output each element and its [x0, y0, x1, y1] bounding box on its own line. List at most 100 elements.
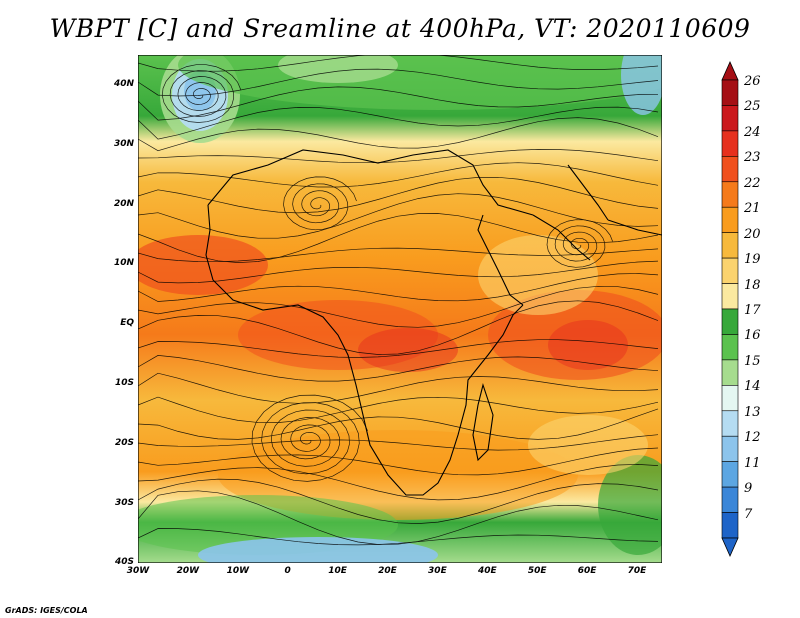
streamline [137, 117, 659, 152]
streamline [283, 176, 357, 231]
colorbar-cell [721, 156, 739, 183]
streamline [251, 394, 368, 482]
colorbar-cell [721, 334, 739, 361]
coastline [532, 214, 591, 261]
streamline [137, 447, 659, 476]
streamline [137, 372, 659, 404]
lon-label: 20W [176, 566, 200, 576]
streamline [137, 68, 659, 97]
colorbar-cell [721, 283, 739, 310]
colorbar-level: 15 [744, 353, 761, 369]
streamline [137, 149, 659, 164]
wbpt-region [548, 320, 628, 370]
streamline [137, 260, 659, 284]
coastline [477, 214, 524, 306]
wbpt-region [528, 415, 648, 475]
colorbar-level: 13 [744, 404, 761, 420]
colorbar-level: 26 [744, 74, 761, 89]
lon-label: 60E [577, 566, 597, 576]
colorbar-cell [721, 206, 739, 233]
chart-title: WBPT [C] and Sreamline at 400hPa, VT: 20… [49, 14, 751, 43]
streamline [546, 219, 613, 268]
colorbar-cell [721, 257, 739, 284]
lat-label: 40S [114, 557, 134, 568]
coastlines-layer [205, 149, 663, 496]
coastline [205, 204, 524, 496]
streamline [137, 247, 659, 263]
streamline [137, 528, 659, 546]
lat-label: 30S [114, 497, 134, 508]
streamline [137, 355, 659, 382]
lat-label: 40N [113, 79, 134, 89]
lat-label: 30N [113, 138, 134, 149]
streamline [137, 300, 659, 355]
colorbar-cell [721, 308, 739, 335]
colorbar-cell [721, 359, 739, 386]
colorbar-cell [721, 232, 739, 259]
lat-label: 10S [114, 378, 134, 388]
colorbar-level: 20 [744, 226, 761, 242]
coastline [567, 164, 609, 221]
streamline [161, 64, 242, 123]
lat-label: 20N [113, 198, 134, 209]
lat-label: 20S [114, 437, 134, 448]
colorbar-cell [721, 486, 739, 513]
colorbar-min-arrow [721, 537, 739, 557]
lat-label: 10N [113, 258, 134, 269]
lon-label: 30W [126, 566, 150, 576]
colorbar-cell [721, 181, 739, 208]
streamline [137, 408, 659, 440]
streamline [137, 396, 659, 423]
streamline [137, 285, 659, 328]
streamlines-layer [137, 53, 659, 546]
lon-label: 0 [284, 566, 291, 576]
streamline [137, 339, 659, 358]
colorbar-level: 24 [744, 124, 761, 140]
lon-label: 10E [328, 566, 347, 576]
map-panel [118, 20, 698, 573]
colorbar-level: 7 [744, 506, 753, 522]
streamline [137, 106, 659, 140]
lat-label: EQ [120, 318, 134, 329]
streamline [137, 273, 659, 302]
colorbar-cell [721, 79, 739, 106]
wbpt-region [128, 235, 268, 295]
colorbar-cell [721, 410, 739, 437]
streamline [137, 464, 659, 501]
colorbar-level: 11 [744, 455, 761, 471]
lon-label: 20E [378, 566, 397, 576]
streamline [137, 434, 659, 451]
coastline [207, 149, 534, 216]
colorbar-level: 22 [744, 175, 761, 191]
wbpt-region [598, 455, 678, 555]
lon-label: 10W [226, 566, 250, 576]
colorbar-level: 21 [744, 201, 761, 217]
colorbar-cell [721, 461, 739, 488]
coastline [607, 219, 663, 236]
lon-label: 40E [477, 566, 497, 576]
streamline [137, 162, 659, 188]
wbpt-region [278, 47, 398, 83]
lon-label: 70E [627, 566, 647, 576]
colorbar-level: 19 [744, 252, 761, 268]
lon-label: 50E [527, 566, 547, 576]
wbpt-region [478, 235, 598, 315]
colorbar-cell [721, 435, 739, 462]
colorbar-cell [721, 130, 739, 157]
lon-label: 30E [428, 566, 447, 576]
streamline [137, 176, 659, 214]
credit-text: GrADS: IGES/COLA [5, 606, 88, 615]
colorbar-cell [721, 512, 739, 539]
streamline [137, 86, 659, 121]
colorbar-level: 17 [744, 303, 761, 318]
colorbar-level: 23 [744, 150, 761, 166]
colorbar-level: 25 [744, 99, 761, 115]
streamline [137, 193, 659, 239]
coastline [472, 383, 494, 462]
map-canvas [118, 20, 698, 573]
streamline [137, 490, 659, 545]
colorbar-level: 12 [744, 430, 761, 446]
colorbar-cell [721, 105, 739, 132]
colorbar-level: 9 [744, 481, 753, 497]
colorbar-level: 16 [744, 328, 761, 344]
